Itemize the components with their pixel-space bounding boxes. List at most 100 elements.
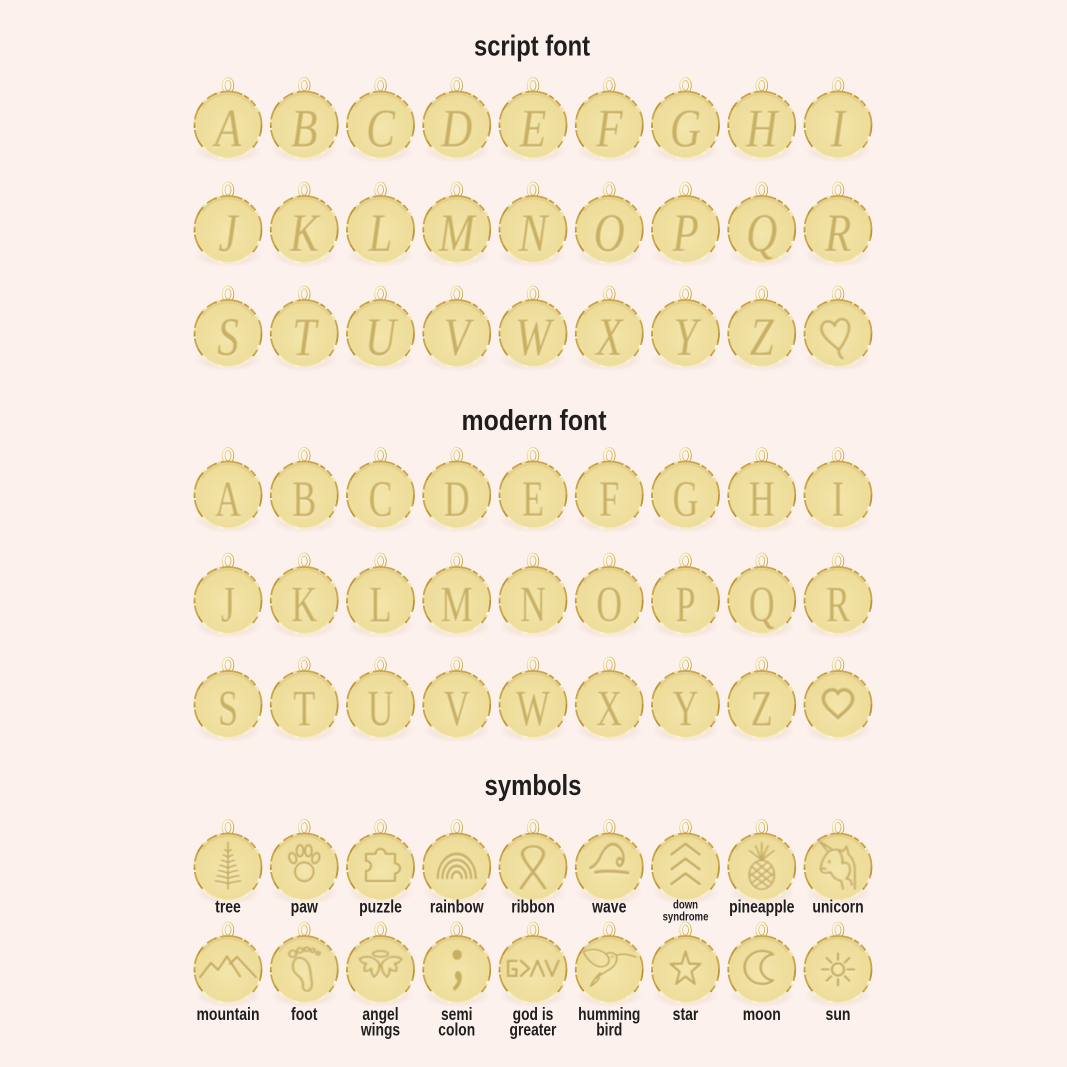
svg-text:rainbow: rainbow (430, 898, 484, 917)
svg-text:D: D (444, 471, 470, 528)
svg-text:J: J (218, 204, 239, 265)
svg-text:modern font: modern font (462, 404, 607, 436)
svg-text:syndrome: syndrome (663, 911, 709, 924)
svg-text:Z: Z (750, 308, 775, 369)
svg-text:O: O (596, 578, 622, 635)
svg-text:H: H (749, 471, 775, 528)
svg-text:Z: Z (751, 680, 773, 737)
svg-text:angel: angel (362, 1006, 398, 1025)
svg-text:Q: Q (749, 578, 775, 635)
svg-text:O: O (594, 202, 625, 263)
svg-text:paw: paw (291, 898, 319, 917)
svg-text:U: U (368, 680, 394, 737)
svg-text:N: N (518, 202, 550, 263)
svg-text:D: D (440, 98, 472, 159)
svg-text:K: K (289, 204, 321, 265)
svg-text:G: G (670, 98, 701, 159)
svg-text:S: S (217, 306, 239, 367)
svg-text:H: H (745, 98, 779, 159)
svg-text:bird: bird (596, 1021, 622, 1040)
svg-text:H: H (749, 472, 775, 529)
svg-text:G: G (673, 471, 699, 528)
svg-text:J: J (218, 202, 239, 263)
svg-text:V: V (444, 308, 475, 369)
svg-text:B: B (291, 99, 317, 160)
svg-text:F: F (599, 471, 619, 528)
svg-text:colon: colon (438, 1021, 475, 1040)
svg-text:F: F (595, 98, 623, 159)
svg-text:foot: foot (291, 1006, 318, 1025)
svg-text:W: W (516, 682, 550, 739)
svg-text:V: V (444, 680, 470, 737)
svg-text:M: M (441, 578, 473, 635)
svg-text:puzzle: puzzle (359, 898, 402, 917)
svg-text:U: U (368, 682, 394, 739)
svg-text:Y: Y (673, 308, 701, 369)
svg-text:humming: humming (578, 1006, 640, 1025)
svg-text:I: I (832, 471, 844, 528)
svg-text:E: E (522, 471, 544, 528)
svg-text:greater: greater (510, 1021, 557, 1040)
svg-text:pineapple: pineapple (729, 898, 795, 917)
svg-text:unicorn: unicorn (812, 898, 863, 917)
svg-text:Q: Q (749, 576, 775, 633)
svg-text:M: M (438, 204, 477, 265)
svg-text:A: A (212, 99, 242, 160)
svg-text:E: E (519, 98, 546, 159)
svg-text:down: down (673, 899, 698, 912)
svg-text:W: W (515, 308, 555, 369)
svg-text:X: X (594, 308, 624, 369)
svg-text:I: I (830, 98, 848, 159)
svg-text:Q: Q (746, 202, 777, 263)
svg-text:L: L (368, 204, 393, 265)
svg-text:F: F (599, 472, 619, 529)
svg-text:Q: Q (746, 204, 777, 265)
svg-text:B: B (292, 471, 316, 528)
svg-text:semi: semi (441, 1006, 473, 1025)
svg-text:tree: tree (215, 898, 241, 917)
svg-text:Y: Y (673, 680, 699, 737)
svg-text:V: V (444, 682, 470, 739)
svg-text:T: T (293, 682, 315, 739)
svg-text:R: R (824, 204, 851, 265)
svg-text:S: S (218, 680, 238, 737)
svg-text:N: N (520, 576, 546, 633)
svg-text:F: F (595, 99, 623, 160)
svg-text:T: T (293, 680, 315, 737)
svg-text:sun: sun (826, 1006, 851, 1025)
svg-text:L: L (370, 578, 392, 635)
svg-text:E: E (519, 99, 546, 160)
svg-text:G: G (673, 472, 699, 529)
svg-text:R: R (826, 576, 850, 633)
svg-text:W: W (515, 306, 555, 367)
svg-text:C: C (366, 98, 396, 159)
svg-text:M: M (441, 576, 473, 633)
svg-text:Z: Z (751, 682, 773, 739)
svg-text:P: P (676, 578, 696, 635)
svg-text:B: B (291, 98, 317, 159)
svg-text:star: star (673, 1006, 699, 1025)
svg-text:E: E (522, 472, 544, 529)
svg-text:S: S (218, 682, 238, 739)
svg-text:N: N (518, 204, 550, 265)
svg-text:K: K (291, 578, 317, 635)
svg-text:P: P (671, 204, 698, 265)
svg-text:L: L (368, 202, 393, 263)
svg-text:U: U (365, 306, 399, 367)
svg-text:X: X (596, 682, 622, 739)
svg-text:J: J (221, 578, 235, 635)
svg-text:moon: moon (743, 1006, 781, 1025)
svg-text:mountain: mountain (196, 1006, 259, 1025)
svg-text:Y: Y (673, 306, 701, 367)
svg-text:W: W (516, 680, 550, 737)
svg-text:X: X (594, 306, 624, 367)
svg-text:wave: wave (591, 898, 626, 917)
svg-text:A: A (212, 98, 242, 159)
svg-text:C: C (366, 99, 396, 160)
svg-text:T: T (292, 308, 319, 369)
svg-text:C: C (369, 471, 393, 528)
svg-text:K: K (291, 576, 317, 633)
svg-text:god is: god is (513, 1006, 554, 1025)
svg-text:D: D (444, 472, 470, 529)
svg-text:X: X (596, 680, 622, 737)
